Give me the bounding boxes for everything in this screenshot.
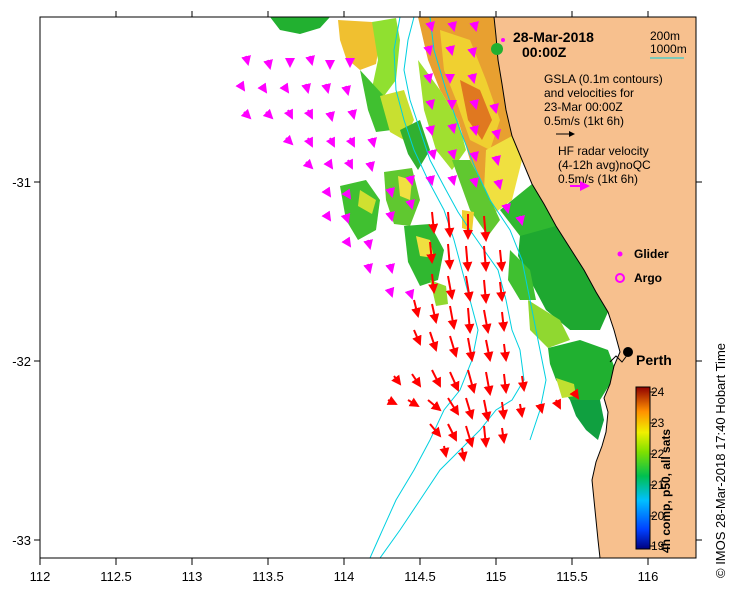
y-axis-ticks (34, 181, 702, 541)
gsla-legend-line2: and velocities for (544, 86, 634, 100)
city-label: Perth (636, 352, 672, 368)
colorbar-tick-label: 22 (651, 447, 665, 461)
y-tick-label: -31 (12, 175, 31, 190)
y-tick-label: -33 (12, 533, 31, 548)
x-tick-label: 112.5 (100, 569, 132, 584)
colorbar (635, 386, 651, 550)
map-time: 00:00Z (522, 44, 567, 60)
glider-legend-label: Glider (634, 247, 669, 261)
x-tick-label: 112 (30, 569, 51, 584)
x-axis-ticks (39, 11, 649, 565)
glider-legend-icon (617, 251, 623, 257)
gsla-legend-line1: GSLA (0.1m contours) (544, 72, 663, 86)
perth-dot (623, 347, 633, 357)
colorbar-ticks (650, 391, 655, 547)
hf-legend-line1: HF radar velocity (558, 144, 649, 158)
x-tick-label: 115 (486, 569, 507, 584)
argo-legend-label: Argo (634, 271, 662, 285)
x-tick-label: 113.5 (252, 569, 284, 584)
coastline (493, 17, 621, 558)
colorbar-tick-label: 21 (651, 478, 665, 492)
colorbar-tick-label: 20 (651, 509, 665, 523)
x-tick-label: 116 (638, 569, 659, 584)
plot-frame (39, 16, 697, 559)
sst-tiles (270, 17, 614, 440)
glider-position (491, 43, 503, 55)
colorbar-tick-label: 23 (651, 416, 665, 430)
hf-scale-label: 0.5m/s (1kt 6h) (558, 172, 638, 186)
perth-coast-detail (609, 353, 629, 363)
x-tick-label: 114.5 (404, 569, 436, 584)
colorbar-tick-label: 24 (651, 385, 665, 399)
colorbar-tick-label: 19 (651, 539, 665, 553)
argo-legend-icon (615, 273, 625, 283)
strong-velocity-vectors (386, 211, 580, 462)
y-tick-label: -32 (12, 354, 31, 369)
hf-radar-vectors (235, 21, 525, 300)
credit-label: © IMOS 28-Mar-2018 17:40 Hobart Time (713, 342, 728, 578)
contour-200-label: 200m (650, 29, 680, 43)
hf-legend-line2: (4-12h avg)noQC (558, 158, 651, 172)
colorbar-title: 4h comp, p50, all sats (659, 428, 673, 553)
map-date: 28-Mar-2018 (513, 29, 594, 45)
x-tick-label: 113 (182, 569, 203, 584)
gsla-scale-label: 0.5m/s (1kt 6h) (544, 114, 624, 128)
glider-track-dot (501, 38, 505, 42)
x-tick-label: 114 (334, 569, 355, 584)
contour-1000-label: 1000m (650, 42, 687, 56)
x-tick-label: 115.5 (556, 569, 588, 584)
gsla-legend-line3: 23-Mar 00:00Z (544, 100, 623, 114)
